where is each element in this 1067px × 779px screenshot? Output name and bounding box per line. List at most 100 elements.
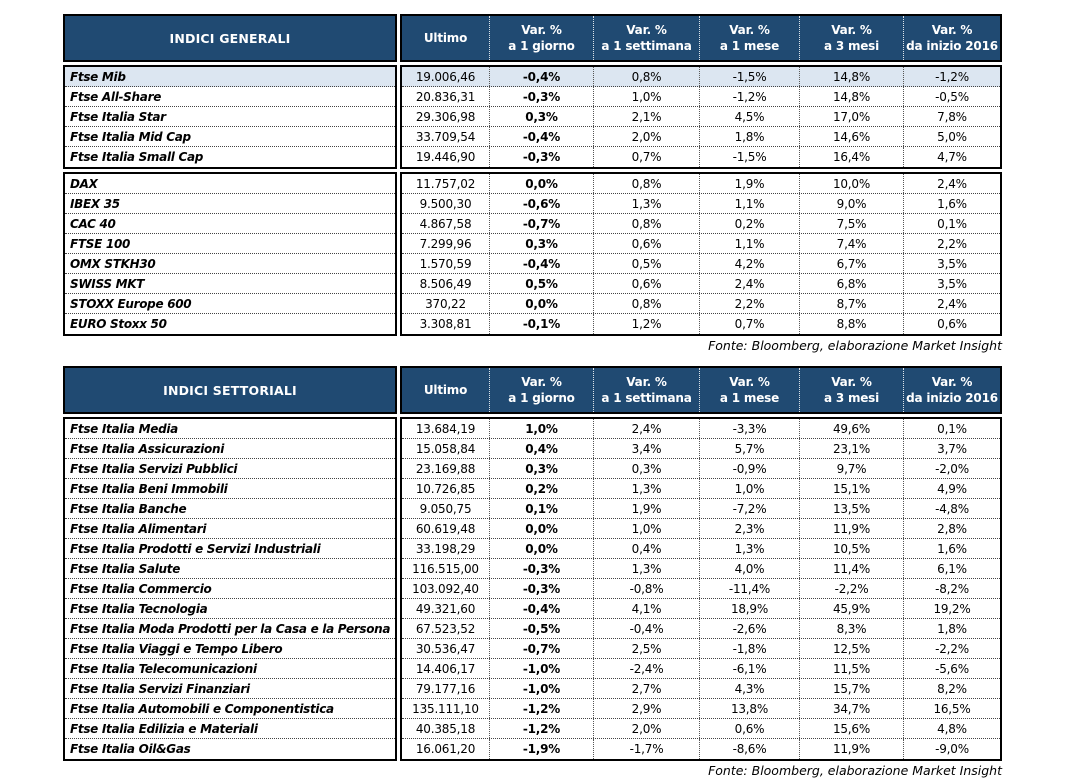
cell-var-inizio-2016: 3,5% [937,256,967,271]
index-name: Ftse Italia Mid Cap [65,127,395,147]
cell-var-1-mese: 4,0% [700,559,800,578]
cell-var-3-mesi: 23,1% [800,439,904,458]
cell-var-3-mesi: 8,7% [800,294,904,313]
cell-var-inizio-2016: 3,7% [937,441,967,456]
cell-var-1-giorno: -1,2% [490,719,594,738]
col-header-ultimo: Ultimo [402,368,490,412]
col-header-var-1-mese: Var. % a 1 mese [700,16,800,60]
cell-var-1-settimana: 0,8% [594,294,700,313]
cell-var-inizio-2016: 7,8% [937,109,967,124]
index-name-column: Ftse Italia Media Ftse Italia Assicurazio… [63,417,397,761]
cell-var-1-settimana: 1,9% [594,499,700,518]
cell-var-1-settimana: 1,3% [594,479,700,498]
cell-var-3-mesi: 9,7% [800,459,904,478]
cell-var-3-mesi: 6,7% [800,254,904,273]
cell-var-1-giorno: 0,1% [490,499,594,518]
cell-var-1-mese: 5,7% [700,439,800,458]
cell-var-3-mesi: 11,9% [800,739,904,759]
cell-var-1-settimana: 2,0% [594,127,700,146]
data-columns: 13.684,19 1,0% 2,4% -3,3% 49,6% 0,1% 15.058,84… [400,417,1002,761]
cell-var-1-giorno: -0,3% [490,559,594,578]
table-row: 40.385,18 -1,2% 2,0% 0,6% 15,6% 4,8% [402,719,1000,739]
cell-var-inizio-2016: -9,0% [935,742,969,756]
table-row: 30.536,47 -0,7% 2,5% -1,8% 12,5% -2,2% [402,639,1000,659]
cell-ultimo: 11.757,02 [402,174,490,193]
cell-var-1-mese: -6,1% [700,659,800,678]
table-row: 33.198,29 0,0% 0,4% 1,3% 10,5% 1,6% [402,539,1000,559]
index-name: DAX [65,174,395,194]
cell-ultimo: 135.111,10 [402,699,490,718]
cell-var-3-mesi: 10,0% [800,174,904,193]
cell-ultimo: 33.198,29 [402,539,490,558]
cell-var-1-mese: 2,3% [700,519,800,538]
table-row: 4.867,58 -0,7% 0,8% 0,2% 7,5% 0,1% [402,214,1000,234]
index-name: Ftse Italia Banche [65,499,395,519]
table-row: 33.709,54 -0,4% 2,0% 1,8% 14,6% 5,0% [402,127,1000,147]
cell-var-1-giorno: -1,9% [490,739,594,759]
cell-var-inizio-2016: 2,4% [937,296,967,311]
index-name: FTSE 100 [65,234,395,254]
cell-var-1-giorno: -0,4% [490,67,594,86]
cell-var-inizio-2016: 4,9% [937,481,967,496]
cell-var-1-settimana: 2,1% [594,107,700,126]
cell-ultimo: 60.619,48 [402,519,490,538]
table-row: 67.523,52 -0,5% -0,4% -2,6% 8,3% 1,8% [402,619,1000,639]
cell-var-1-settimana: 0,8% [594,67,700,86]
table-row: 49.321,60 -0,4% 4,1% 18,9% 45,9% 19,2% [402,599,1000,619]
cell-var-1-mese: 1,9% [700,174,800,193]
col-header-var-3-mesi: Var. % a 3 mesi [800,16,904,60]
cell-var-1-mese: -1,5% [700,67,800,86]
cell-var-3-mesi: 15,1% [800,479,904,498]
cell-ultimo: 19.006,46 [402,67,490,86]
cell-ultimo: 116.515,00 [402,559,490,578]
data-columns: 19.006,46 -0,4% 0,8% -1,5% 14,8% -1,2% 20.836,… [400,65,1002,169]
data-columns: 11.757,02 0,0% 0,8% 1,9% 10,0% 2,4% 9.500,30 -0… [400,172,1002,336]
cell-var-1-settimana: 1,0% [594,519,700,538]
cell-ultimo: 10.726,85 [402,479,490,498]
col-header-var-1-giorno: Var. % a 1 giorno [490,16,594,60]
table-row: 135.111,10 -1,2% 2,9% 13,8% 34,7% 16,5% [402,699,1000,719]
index-name: Ftse Italia Prodotti e Servizi Industria… [65,539,395,559]
cell-var-1-settimana: 0,6% [594,234,700,253]
table-row: 8.506,49 0,5% 0,6% 2,4% 6,8% 3,5% [402,274,1000,294]
col-header-var-1-mese: Var. % a 1 mese [700,368,800,412]
cell-var-1-giorno: -0,3% [490,579,594,598]
cell-var-1-mese: -3,3% [700,419,800,438]
cell-var-3-mesi: 12,5% [800,639,904,658]
table-row: 60.619,48 0,0% 1,0% 2,3% 11,9% 2,8% [402,519,1000,539]
index-name: Ftse Italia Assicurazioni [65,439,395,459]
cell-ultimo: 9.500,30 [402,194,490,213]
cell-var-3-mesi: 45,9% [800,599,904,618]
cell-var-1-settimana: 1,3% [594,194,700,213]
table-header: INDICI GENERALI Ultimo Var. % a 1 giorno Va… [63,14,1002,62]
index-name: Ftse Italia Viaggi e Tempo Libero [65,639,395,659]
cell-var-1-settimana: 0,6% [594,274,700,293]
index-name: Ftse Italia Small Cap [70,150,204,164]
report-page: INDICI GENERALI Ultimo Var. % a 1 giorno Va… [63,14,1002,779]
indici-generali-table: INDICI GENERALI Ultimo Var. % a 1 giorno Va… [63,14,1002,336]
cell-var-1-mese: 1,1% [700,234,800,253]
cell-var-1-giorno: 0,3% [490,459,594,478]
cell-var-1-mese: -8,6% [700,739,800,759]
cell-ultimo: 79.177,16 [402,679,490,698]
cell-var-1-settimana: 2,5% [594,639,700,658]
cell-var-1-giorno: -0,1% [490,314,594,334]
cell-var-3-mesi: -2,2% [800,579,904,598]
cell-var-1-settimana: 0,3% [594,459,700,478]
cell-var-inizio-2016: 0,1% [937,216,967,231]
index-name-column: Ftse Mib Ftse All-Share Ftse Italia Star Ft… [63,65,397,169]
cell-var-1-settimana: 2,0% [594,719,700,738]
cell-var-1-giorno: -0,4% [490,127,594,146]
cell-var-inizio-2016: 2,2% [937,236,967,251]
index-name: Ftse Italia Automobili e Componentistica [65,699,395,719]
cell-var-3-mesi: 15,6% [800,719,904,738]
cell-var-3-mesi: 11,5% [800,659,904,678]
index-name: Ftse Italia Telecomunicazioni [65,659,395,679]
cell-var-inizio-2016: 6,1% [937,561,967,576]
table-row: 9.050,75 0,1% 1,9% -7,2% 13,5% -4,8% [402,499,1000,519]
cell-var-inizio-2016: 19,2% [933,601,971,616]
cell-var-1-settimana: 2,7% [594,679,700,698]
cell-ultimo: 3.308,81 [402,314,490,334]
table-row: 29.306,98 0,3% 2,1% 4,5% 17,0% 7,8% [402,107,1000,127]
cell-var-3-mesi: 11,4% [800,559,904,578]
